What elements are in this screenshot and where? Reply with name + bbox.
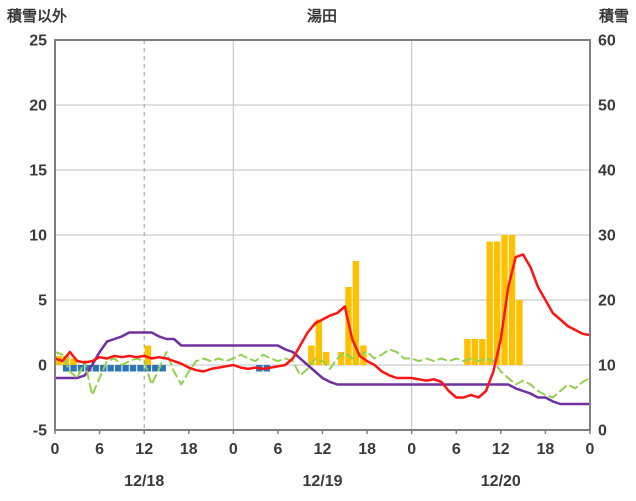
- precipitation-bar: [479, 339, 486, 365]
- x-axis-tick-label: 18: [537, 441, 555, 458]
- sunshine-bar: [62, 365, 70, 372]
- left-axis-tick-label: 10: [29, 228, 47, 245]
- sunshine-bar: [129, 365, 137, 372]
- date-label: 12/20: [481, 473, 521, 490]
- grid-lines: [55, 40, 590, 430]
- x-axis-tick-label: 0: [229, 441, 238, 458]
- sunshine-bar: [159, 365, 166, 372]
- sunshine-bar: [152, 365, 159, 372]
- right-axis-tick-labels: 60 50 40 30 20 10 0: [598, 33, 616, 440]
- left-axis-tick-labels: 25 20 15 10 5 0 -5: [29, 33, 47, 440]
- precipitation-bar: [62, 355, 70, 365]
- x-axis-tick-label: 0: [586, 441, 595, 458]
- precipitation-bar: [308, 345, 315, 365]
- date-labels: 12/18 12/19 12/20: [124, 473, 521, 490]
- green-dashed-line-group: [54, 348, 591, 399]
- precipitation-bar: [315, 319, 322, 365]
- x-axis-tick-label: 0: [51, 441, 60, 458]
- sunshine-bar: [70, 365, 77, 372]
- sunshine-bar: [92, 365, 100, 372]
- right-axis-tick-label: 10: [598, 358, 616, 375]
- left-axis-title: 積雪以外: [7, 8, 68, 25]
- precipitation-bar: [337, 352, 345, 365]
- sunshine-bar: [115, 365, 122, 372]
- precipitation-bar: [323, 352, 330, 365]
- right-axis-tick-label: 0: [598, 423, 607, 440]
- right-axis-tick-label: 30: [598, 228, 616, 245]
- left-axis-tick-label: 5: [38, 293, 47, 310]
- precipitation-bar: [493, 241, 501, 365]
- x-axis-ticks: 0 6 12 18 0 6 12 18 0 6 12 18 0: [51, 430, 595, 458]
- precipitation-bar: [352, 261, 360, 365]
- right-axis-tick-label: 40: [598, 163, 616, 180]
- date-label: 12/18: [124, 473, 164, 490]
- sunshine-bar: [107, 365, 114, 372]
- temperature-line: [53, 253, 592, 399]
- left-axis-tick-label: -5: [33, 423, 47, 440]
- x-axis-tick-label: 18: [358, 441, 376, 458]
- precipitation-bar: [70, 358, 77, 365]
- precipitation-bar: [486, 241, 493, 365]
- sunshine-bar: [144, 365, 152, 372]
- green-dashed-line: [54, 348, 591, 399]
- precipitation-bar: [464, 339, 471, 365]
- x-axis-tick-label: 6: [95, 441, 104, 458]
- x-axis-tick-label: 0: [407, 441, 416, 458]
- temperature-line-group: [53, 253, 592, 399]
- left-axis-tick-label: 15: [29, 163, 47, 180]
- right-axis-tick-label: 20: [598, 293, 616, 310]
- snow-depth-line: [53, 331, 592, 406]
- x-axis-tick-label: 12: [135, 441, 153, 458]
- precipitation-bar: [471, 339, 478, 365]
- precipitation-bar: [501, 235, 508, 365]
- date-label: 12/19: [302, 473, 342, 490]
- snow-depth-line-group: [53, 331, 592, 406]
- precipitation-bar: [508, 235, 516, 365]
- x-axis-tick-label: 12: [314, 441, 332, 458]
- left-axis-tick-label: 0: [38, 358, 47, 375]
- x-axis-tick-label: 12: [492, 441, 510, 458]
- left-axis-tick-label: 25: [29, 33, 47, 50]
- precipitation-bars: [55, 235, 523, 365]
- right-axis-title: 積雪: [598, 8, 629, 25]
- x-axis-tick-label: 6: [452, 441, 461, 458]
- precipitation-bar: [360, 345, 367, 365]
- left-axis-tick-label: 20: [29, 98, 47, 115]
- right-axis-tick-label: 50: [598, 98, 616, 115]
- sunshine-bar: [137, 365, 144, 372]
- right-axis-tick-label: 60: [598, 33, 616, 50]
- x-axis-tick-label: 6: [273, 441, 282, 458]
- x-axis-tick-label: 18: [180, 441, 198, 458]
- precipitation-bar: [516, 300, 523, 365]
- precipitation-bar: [144, 345, 152, 365]
- sunshine-bar: [122, 365, 129, 372]
- chart-title: 湯田: [306, 8, 338, 25]
